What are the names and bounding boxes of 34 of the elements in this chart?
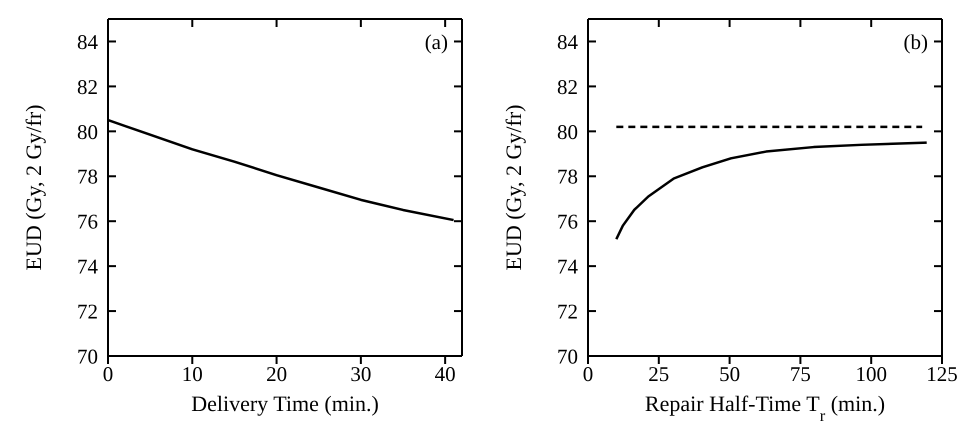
y-tick-label: 80 <box>557 120 578 144</box>
x-tick-label: 125 <box>926 362 958 386</box>
x-tick-label: 75 <box>790 362 811 386</box>
x-tick-label: 25 <box>648 362 670 386</box>
annotation: (b) <box>904 30 928 55</box>
y-axis-title: EUD (Gy, 2 Gy/fr) <box>21 104 46 270</box>
x-tick-label: 50 <box>719 362 740 386</box>
y-tick-label: 70 <box>557 344 578 368</box>
y-tick-label: 84 <box>77 30 98 54</box>
y-tick-label: 70 <box>77 344 98 368</box>
x-tick-label: 30 <box>350 362 372 386</box>
y-axis-title: EUD (Gy, 2 Gy/fr) <box>501 104 526 270</box>
x-tick-label: 20 <box>266 362 288 386</box>
y-tick-label: 74 <box>557 254 578 279</box>
y-tick-label: 82 <box>557 74 578 99</box>
y-tick-label: 78 <box>557 164 578 189</box>
x-tick-label: 100 <box>855 362 887 386</box>
x-axis-title: Delivery Time (min.) <box>191 391 379 416</box>
x-axis-title: Repair Half-Time T$_{r}$ (min.) <box>644 391 886 424</box>
y-tick-label: 82 <box>77 74 98 99</box>
line-series <box>615 141 928 240</box>
y-tick-label: 72 <box>557 300 578 324</box>
x-tick-label: 10 <box>182 362 203 386</box>
y-tick-label: 78 <box>77 164 98 189</box>
y-tick-label: 74 <box>77 254 98 279</box>
y-tick-label: 72 <box>77 300 98 324</box>
y-tick-label: 84 <box>557 30 578 54</box>
x-tick-label: 0 <box>102 362 114 386</box>
x-tick-label: 40 <box>434 362 456 386</box>
y-tick-label: 80 <box>77 120 98 144</box>
y-tick-label: 76 <box>557 210 578 234</box>
annotation: (a) <box>424 30 448 55</box>
x-tick-label: 0 <box>582 362 594 386</box>
y-tick-label: 76 <box>77 210 98 234</box>
